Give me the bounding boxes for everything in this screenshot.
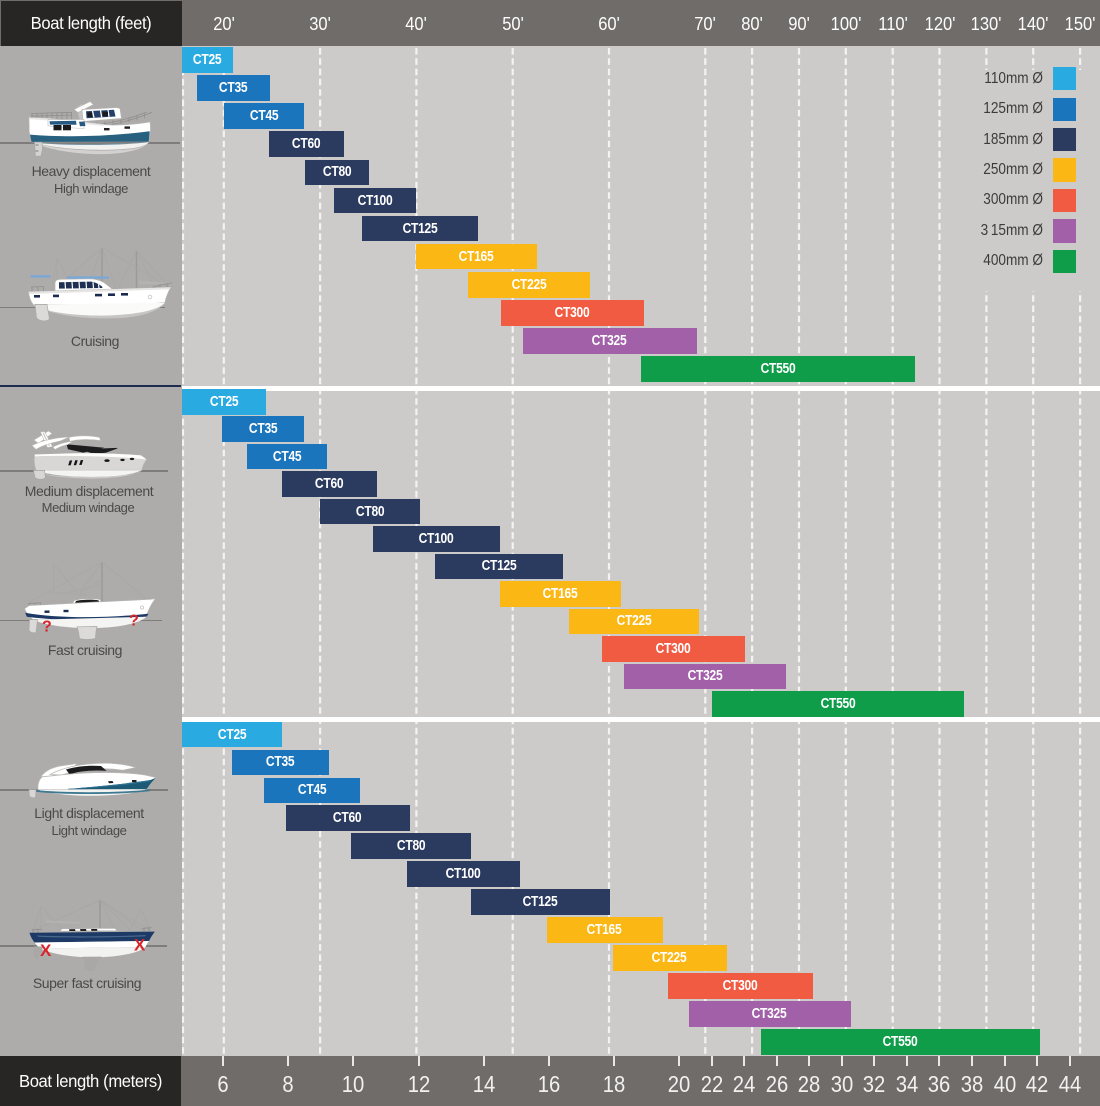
svg-text:X: X xyxy=(40,941,52,960)
svg-text:?: ? xyxy=(42,619,52,636)
svg-text:?: ? xyxy=(129,613,139,630)
svg-text:X: X xyxy=(134,936,146,955)
